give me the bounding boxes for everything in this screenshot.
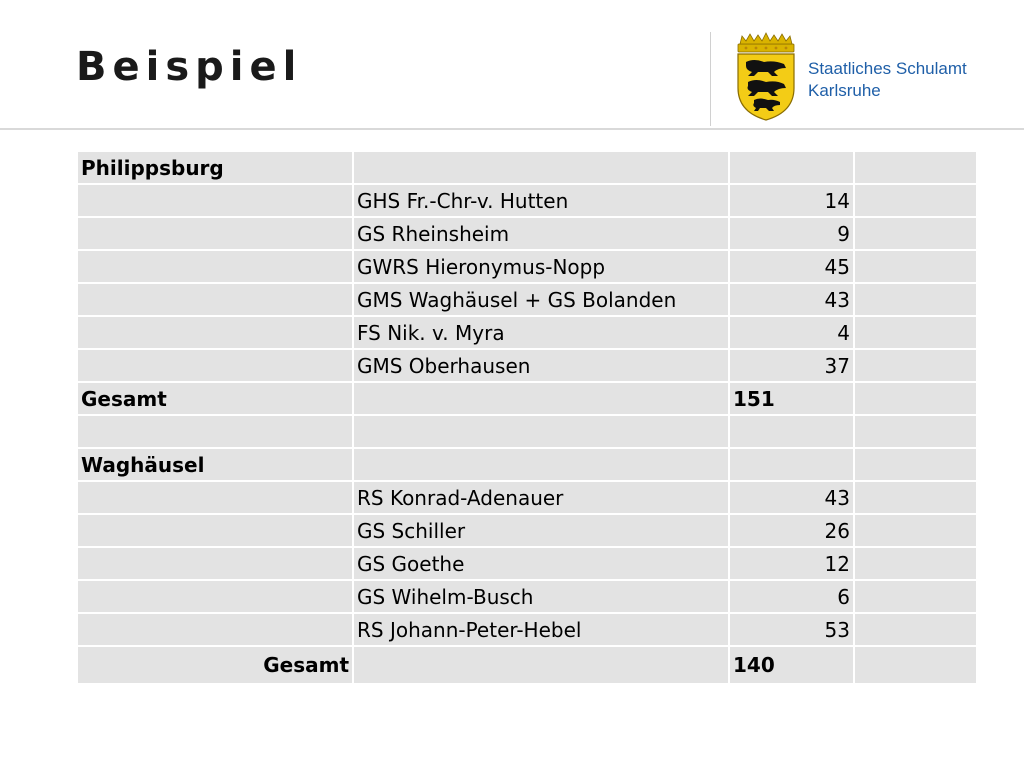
- count-cell: 43: [730, 482, 853, 513]
- table-row: RS Johann-Peter-Hebel 53: [78, 614, 976, 645]
- empty-cell: [855, 350, 976, 381]
- table-row: Waghäusel: [78, 449, 976, 480]
- table-row: GHS Fr.-Chr-v. Hutten 14: [78, 185, 976, 216]
- group-cell: [78, 581, 352, 612]
- group-cell: [78, 284, 352, 315]
- count-cell: 14: [730, 185, 853, 216]
- count-cell: [730, 416, 853, 447]
- group-cell: [78, 515, 352, 546]
- school-cell: RS Johann-Peter-Hebel: [354, 614, 728, 645]
- empty-cell: [855, 251, 976, 282]
- group-cell: [78, 317, 352, 348]
- group-cell: [78, 614, 352, 645]
- table-row: GWRS Hieronymus-Nopp 45: [78, 251, 976, 282]
- group-cell: [78, 548, 352, 579]
- school-cell: GS Wihelm-Busch: [354, 581, 728, 612]
- empty-cell: [855, 614, 976, 645]
- empty-cell: [855, 548, 976, 579]
- count-cell: [730, 449, 853, 480]
- count-cell: 45: [730, 251, 853, 282]
- group-cell: [78, 251, 352, 282]
- empty-cell: [855, 185, 976, 216]
- count-cell: 37: [730, 350, 853, 381]
- table-row: GS Rheinsheim 9: [78, 218, 976, 249]
- empty-cell: [855, 218, 976, 249]
- count-cell: 53: [730, 614, 853, 645]
- school-cell: FS Nik. v. Myra: [354, 317, 728, 348]
- empty-cell: [855, 152, 976, 183]
- group-cell: Gesamt: [78, 383, 352, 414]
- table-row: Gesamt 151: [78, 383, 976, 414]
- empty-cell: [855, 284, 976, 315]
- count-cell: [730, 152, 853, 183]
- school-count-table: Philippsburg GHS Fr.-Chr-v. Hutten 14 GS Rh…: [76, 150, 978, 685]
- school-cell: [354, 449, 728, 480]
- empty-cell: [855, 317, 976, 348]
- count-cell: 26: [730, 515, 853, 546]
- table-row: GS Wihelm-Busch 6: [78, 581, 976, 612]
- slide-title: Beispiel: [76, 44, 303, 90]
- table-row: GS Schiller 26: [78, 515, 976, 546]
- school-cell: [354, 647, 728, 683]
- empty-cell: [855, 581, 976, 612]
- empty-cell: [855, 383, 976, 414]
- table-row: FS Nik. v. Myra 4: [78, 317, 976, 348]
- school-cell: RS Konrad-Adenauer: [354, 482, 728, 513]
- count-cell: 6: [730, 581, 853, 612]
- count-cell: 9: [730, 218, 853, 249]
- header-rule: [0, 128, 1024, 130]
- school-cell: GHS Fr.-Chr-v. Hutten: [354, 185, 728, 216]
- school-cell: [354, 152, 728, 183]
- count-cell: 4: [730, 317, 853, 348]
- total-cell: 140: [730, 647, 853, 683]
- coat-of-arms-icon: [737, 32, 795, 121]
- group-cell: [78, 482, 352, 513]
- group-cell: Gesamt: [78, 647, 352, 683]
- school-cell: [354, 416, 728, 447]
- school-cell: GWRS Hieronymus-Nopp: [354, 251, 728, 282]
- school-cell: GMS Oberhausen: [354, 350, 728, 381]
- school-cell: GS Schiller: [354, 515, 728, 546]
- group-cell: [78, 185, 352, 216]
- table-row: Gesamt 140: [78, 647, 976, 683]
- group-cell: [78, 218, 352, 249]
- total-cell: 151: [730, 383, 853, 414]
- table-row: GMS Waghäusel + GS Bolanden 43: [78, 284, 976, 315]
- group-cell: [78, 350, 352, 381]
- empty-cell: [855, 482, 976, 513]
- school-cell: [354, 383, 728, 414]
- count-cell: 43: [730, 284, 853, 315]
- table-body: Philippsburg GHS Fr.-Chr-v. Hutten 14 GS Rh…: [78, 152, 976, 683]
- empty-cell: [855, 515, 976, 546]
- school-cell: GS Rheinsheim: [354, 218, 728, 249]
- group-cell: [78, 416, 352, 447]
- header-divider: [710, 32, 711, 126]
- organization-line-2: Karlsruhe: [808, 81, 881, 100]
- empty-cell: [855, 647, 976, 683]
- organization-name: Staatliches Schulamt Karlsruhe: [808, 58, 967, 102]
- empty-cell: [855, 449, 976, 480]
- table-row: GMS Oberhausen 37: [78, 350, 976, 381]
- table-row: Philippsburg: [78, 152, 976, 183]
- school-cell: GMS Waghäusel + GS Bolanden: [354, 284, 728, 315]
- table-row: GS Goethe 12: [78, 548, 976, 579]
- count-cell: 12: [730, 548, 853, 579]
- group-cell: Waghäusel: [78, 449, 352, 480]
- group-cell: Philippsburg: [78, 152, 352, 183]
- table-row: RS Konrad-Adenauer 43: [78, 482, 976, 513]
- empty-cell: [855, 416, 976, 447]
- organization-line-1: Staatliches Schulamt: [808, 59, 967, 78]
- table-row: [78, 416, 976, 447]
- school-cell: GS Goethe: [354, 548, 728, 579]
